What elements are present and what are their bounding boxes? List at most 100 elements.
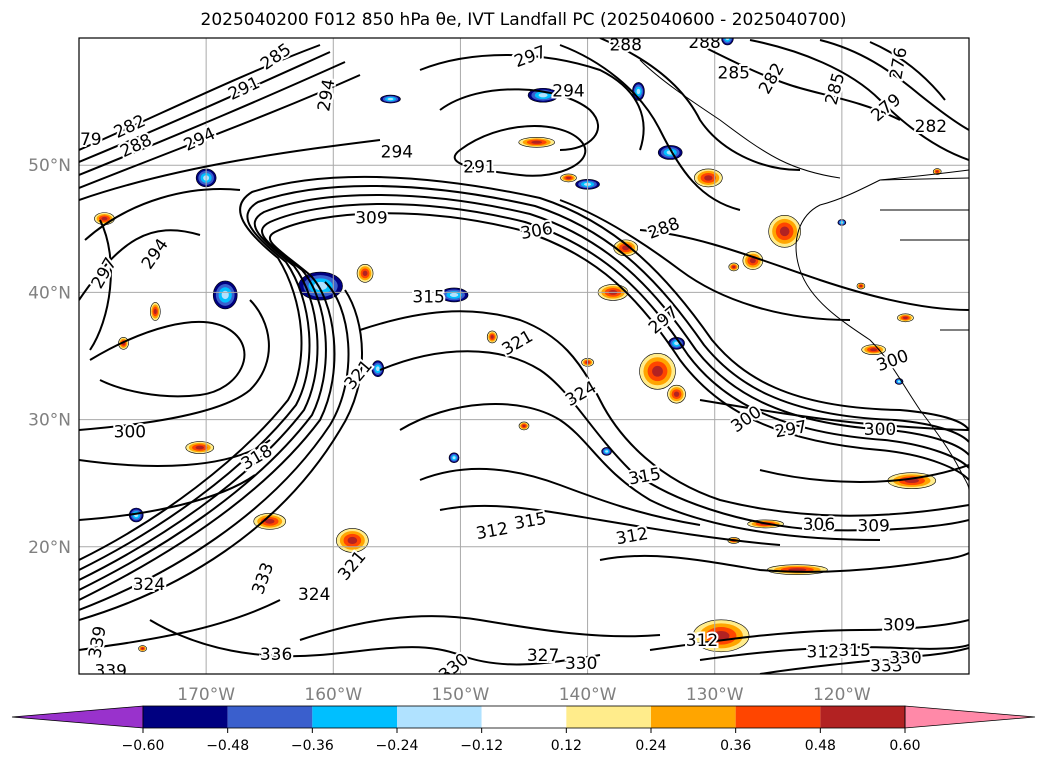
state-border [879,177,969,181]
longitude-tick-label: 140°W [559,685,617,705]
contour-line [439,504,781,546]
shading-level [538,93,548,98]
shading-level [605,450,609,453]
contour-line [79,74,361,189]
contour-label: 309 [883,616,915,636]
colorbar-tick-label: −0.24 [375,738,419,754]
positive-pc-region [149,302,161,321]
shading-level [153,308,157,315]
colorbar-box [227,706,313,728]
colorbar-tick-label: −0.12 [460,738,504,754]
contour-line [599,38,801,171]
colorbar-tick-label: 0.12 [550,738,582,754]
contour-label: 309 [857,516,889,536]
negative-pc-region [601,447,612,456]
contour-line [379,350,969,532]
shading-level [779,226,790,237]
figure-title: 2025040200 F012 850 hPa θe, IVT Landfall… [200,10,847,30]
latitude-tick-label: 40°N [28,283,71,303]
shading-level [195,445,204,450]
contour-line [699,44,901,121]
contour-label: 315 [838,641,870,661]
positive-pc-region [728,262,740,272]
contour-line [79,299,270,431]
positive-pc-region [694,168,723,188]
shading-level [674,341,679,346]
contour-line [79,599,281,651]
contour-line [84,188,241,241]
contour-line [819,39,969,131]
contour-label: 330 [565,654,597,674]
contour-label: 312 [686,631,718,651]
longitude-tick-label: 130°W [686,685,744,705]
colorbar-box [397,706,482,728]
shading-level [566,176,571,180]
colorbar-box [566,706,651,728]
colorbar-box [651,706,736,728]
contour-label: 324 [298,585,330,605]
positive-pc-region [768,215,801,248]
contour-line [79,439,271,467]
contour-line [419,467,701,526]
latitude-tick-label: 20°N [28,538,71,558]
shading-level [903,316,908,320]
colorbar-box [735,706,821,728]
contour-line [649,619,969,651]
negative-pc-region [668,336,685,350]
positive-pc-region [356,264,374,283]
shading-level [897,380,901,383]
contour-line [759,464,969,483]
contour-line [79,44,321,151]
positive-pc-region [932,168,942,175]
contour-line [79,139,381,201]
contour-label: 327 [527,646,559,666]
contour-label: 309 [355,209,387,229]
colorbar-frame [142,705,906,729]
axis-tick-labels: 170°W 160°W 150°W 140°W 130°W 120°W 20°N 30°N 40… [28,156,871,705]
contour-label: 300 [864,420,896,440]
contour-label: 306 [803,515,835,535]
negative-pc-region [371,360,385,378]
shading-level [704,175,713,181]
longitude-tick-label: 160°W [304,685,362,705]
contour-line [749,39,969,161]
longitude-tick-label: 170°W [177,685,235,705]
positive-pc-region [639,352,676,390]
contour-label: 279 [69,130,101,150]
positive-pc-region [518,421,530,431]
negative-pc-region [212,280,238,310]
positive-pc-region [138,645,147,652]
colorbar-tick-label: 0.36 [720,738,752,754]
contour-label: 339 [95,661,127,681]
shading-level [732,265,736,269]
theta-e-contours [79,38,969,674]
contour-label: 300 [114,422,146,442]
contour-label: 324 [133,575,165,595]
contour-line [79,229,201,301]
contour-line [439,88,600,151]
contour-line [79,61,346,176]
contour-label: 312 [807,642,839,662]
contour-line [79,289,363,621]
shading-level [749,257,756,264]
contour-line [79,51,331,163]
longitude-tick-label: 120°W [813,685,871,705]
contour-line [89,321,246,398]
negative-pc-region [721,38,734,46]
positive-pc-region [518,137,556,148]
contour-label: 336 [260,645,292,665]
colorbar-box [312,706,397,728]
contour-label: 333 [870,656,902,676]
longitude-tick-label: 150°W [432,685,490,705]
contour-line [79,175,969,561]
shading-level [387,97,394,101]
shading-level [636,88,641,95]
contour-line [79,202,969,591]
shading-level [490,335,494,339]
shading-level [362,270,368,277]
shading-level [652,365,663,377]
shading-level [452,456,456,460]
negative-pc-region [380,94,401,104]
north-america-coast [795,169,969,491]
plot-frame [78,37,970,675]
